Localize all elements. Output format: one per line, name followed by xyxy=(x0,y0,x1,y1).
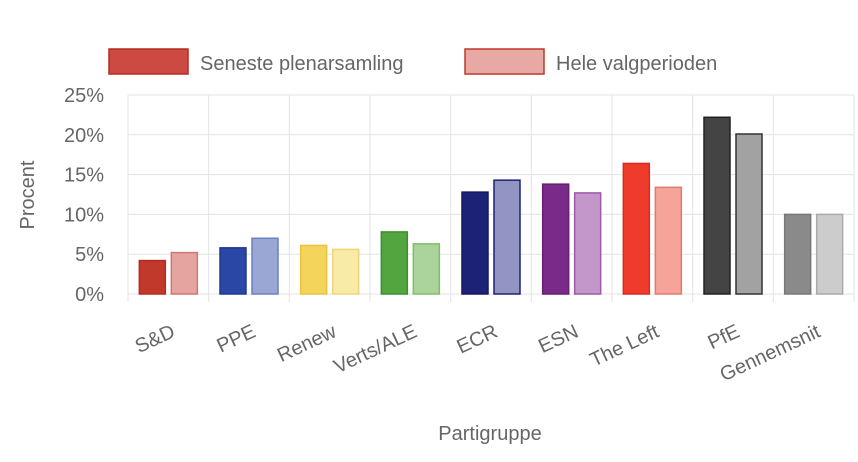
y-tick-label: 15% xyxy=(64,165,104,187)
bar-hele-gennemsnit[interactable] xyxy=(815,213,844,295)
y-axis-title: Procent xyxy=(17,160,39,229)
x-tick-label: PPE xyxy=(214,321,260,358)
y-tick-label: 25% xyxy=(64,85,104,107)
x-tick-label: Verts/ALE xyxy=(331,321,421,379)
bar-hele-esn[interactable] xyxy=(573,192,602,295)
y-tick-label: 0% xyxy=(75,284,104,306)
y-axis-ticks: 0% 5% 10% 15% 20% 25% xyxy=(64,85,104,306)
bar-hele-verts-ale[interactable] xyxy=(412,243,441,295)
legend-label-hele-valgperioden: Hele valgperioden xyxy=(556,53,717,75)
gridlines xyxy=(127,94,855,302)
legend: Seneste plenarsamling Hele valgperioden xyxy=(108,48,717,75)
y-tick-label: 20% xyxy=(64,125,104,147)
bar-hele-ecr[interactable] xyxy=(493,179,521,295)
x-tick-label: ECR xyxy=(454,321,502,359)
bar-seneste-verts-ale[interactable] xyxy=(380,231,409,295)
bars xyxy=(138,116,844,295)
x-tick-label: The Left xyxy=(587,320,663,371)
bar-seneste-the-left[interactable] xyxy=(622,162,651,295)
bar-seneste-renew[interactable] xyxy=(299,244,328,295)
bar-hele-ppe[interactable] xyxy=(251,237,279,295)
legend-swatch-seneste-plenarsamling[interactable] xyxy=(108,48,189,75)
bar-seneste-s-d[interactable] xyxy=(138,259,167,295)
bar-hele-s-d[interactable] xyxy=(170,251,199,295)
bar-seneste-pfe[interactable] xyxy=(703,116,731,295)
legend-label-seneste-plenarsamling: Seneste plenarsamling xyxy=(200,53,403,75)
bar-hele-pfe[interactable] xyxy=(735,133,763,295)
bar-seneste-ppe[interactable] xyxy=(219,247,247,295)
legend-swatch-hele-valgperioden[interactable] xyxy=(464,48,545,75)
bar-seneste-ecr[interactable] xyxy=(461,191,489,295)
bar-seneste-gennemsnit[interactable] xyxy=(783,213,812,295)
bar-hele-the-left[interactable] xyxy=(654,186,683,295)
x-tick-label: PfE xyxy=(705,321,744,355)
bar-seneste-esn[interactable] xyxy=(541,183,570,295)
x-axis-title: Partigruppe xyxy=(438,423,541,445)
bar-hele-renew[interactable] xyxy=(331,248,360,295)
y-tick-label: 5% xyxy=(75,244,104,266)
x-tick-label: S&D xyxy=(132,321,179,358)
y-tick-label: 10% xyxy=(64,204,104,226)
x-tick-label: ESN xyxy=(535,321,582,358)
